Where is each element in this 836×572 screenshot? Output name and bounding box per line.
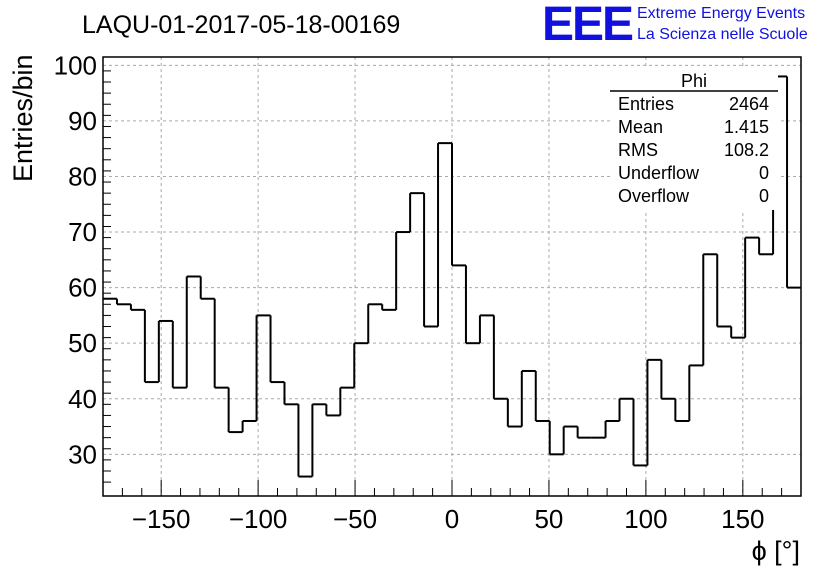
stats-box: Phi Entries 2464 Mean 1.415 RMS 108.2 Un… bbox=[610, 68, 778, 210]
y-tick-label: 70 bbox=[68, 217, 97, 247]
x-tick-label: −50 bbox=[333, 504, 377, 534]
chart-title: LAQU-01-2017-05-18-00169 bbox=[82, 11, 400, 39]
x-tick-label: 0 bbox=[445, 504, 459, 534]
eee-logo-mark: EEE bbox=[542, 0, 633, 51]
logo-line-2: La Scienza nelle Scuole bbox=[637, 26, 808, 43]
y-tick-label: 90 bbox=[68, 106, 97, 136]
stats-label-overflow: Overflow bbox=[618, 186, 690, 206]
stats-label-rms: RMS bbox=[618, 140, 658, 160]
stats-value-overflow: 0 bbox=[759, 186, 769, 206]
stats-value-rms: 108.2 bbox=[724, 140, 769, 160]
y-tick-label: 100 bbox=[54, 50, 97, 80]
ticks bbox=[102, 70, 802, 496]
x-tick-label: −100 bbox=[229, 504, 288, 534]
y-tick-label: 30 bbox=[68, 439, 97, 469]
stats-box-title: Phi bbox=[681, 71, 707, 91]
x-tick-label: 150 bbox=[721, 504, 764, 534]
eee-logo: EEE Extreme Energy Events La Scienza nel… bbox=[542, 0, 808, 51]
x-axis-label: ϕ [°] bbox=[752, 536, 800, 566]
tick-labels: 30 40 50 60 70 80 90 100 −150 −100 −50 0 50 100 150 bbox=[54, 50, 765, 534]
y-tick-label: 40 bbox=[68, 384, 97, 414]
x-tick-label: 50 bbox=[534, 504, 563, 534]
y-tick-label: 50 bbox=[68, 328, 97, 358]
y-axis-label: Entries/bin bbox=[8, 54, 38, 182]
x-tick-label: −150 bbox=[132, 504, 191, 534]
logo-line-1: Extreme Energy Events bbox=[637, 5, 805, 22]
stats-value-mean: 1.415 bbox=[724, 117, 769, 137]
stats-value-underflow: 0 bbox=[759, 163, 769, 183]
stats-value-entries: 2464 bbox=[729, 94, 769, 114]
stats-label-mean: Mean bbox=[618, 117, 663, 137]
stats-label-underflow: Underflow bbox=[618, 163, 700, 183]
x-tick-label: 100 bbox=[624, 504, 667, 534]
y-tick-label: 80 bbox=[68, 161, 97, 191]
stats-label-entries: Entries bbox=[618, 94, 674, 114]
y-tick-label: 60 bbox=[68, 273, 97, 303]
